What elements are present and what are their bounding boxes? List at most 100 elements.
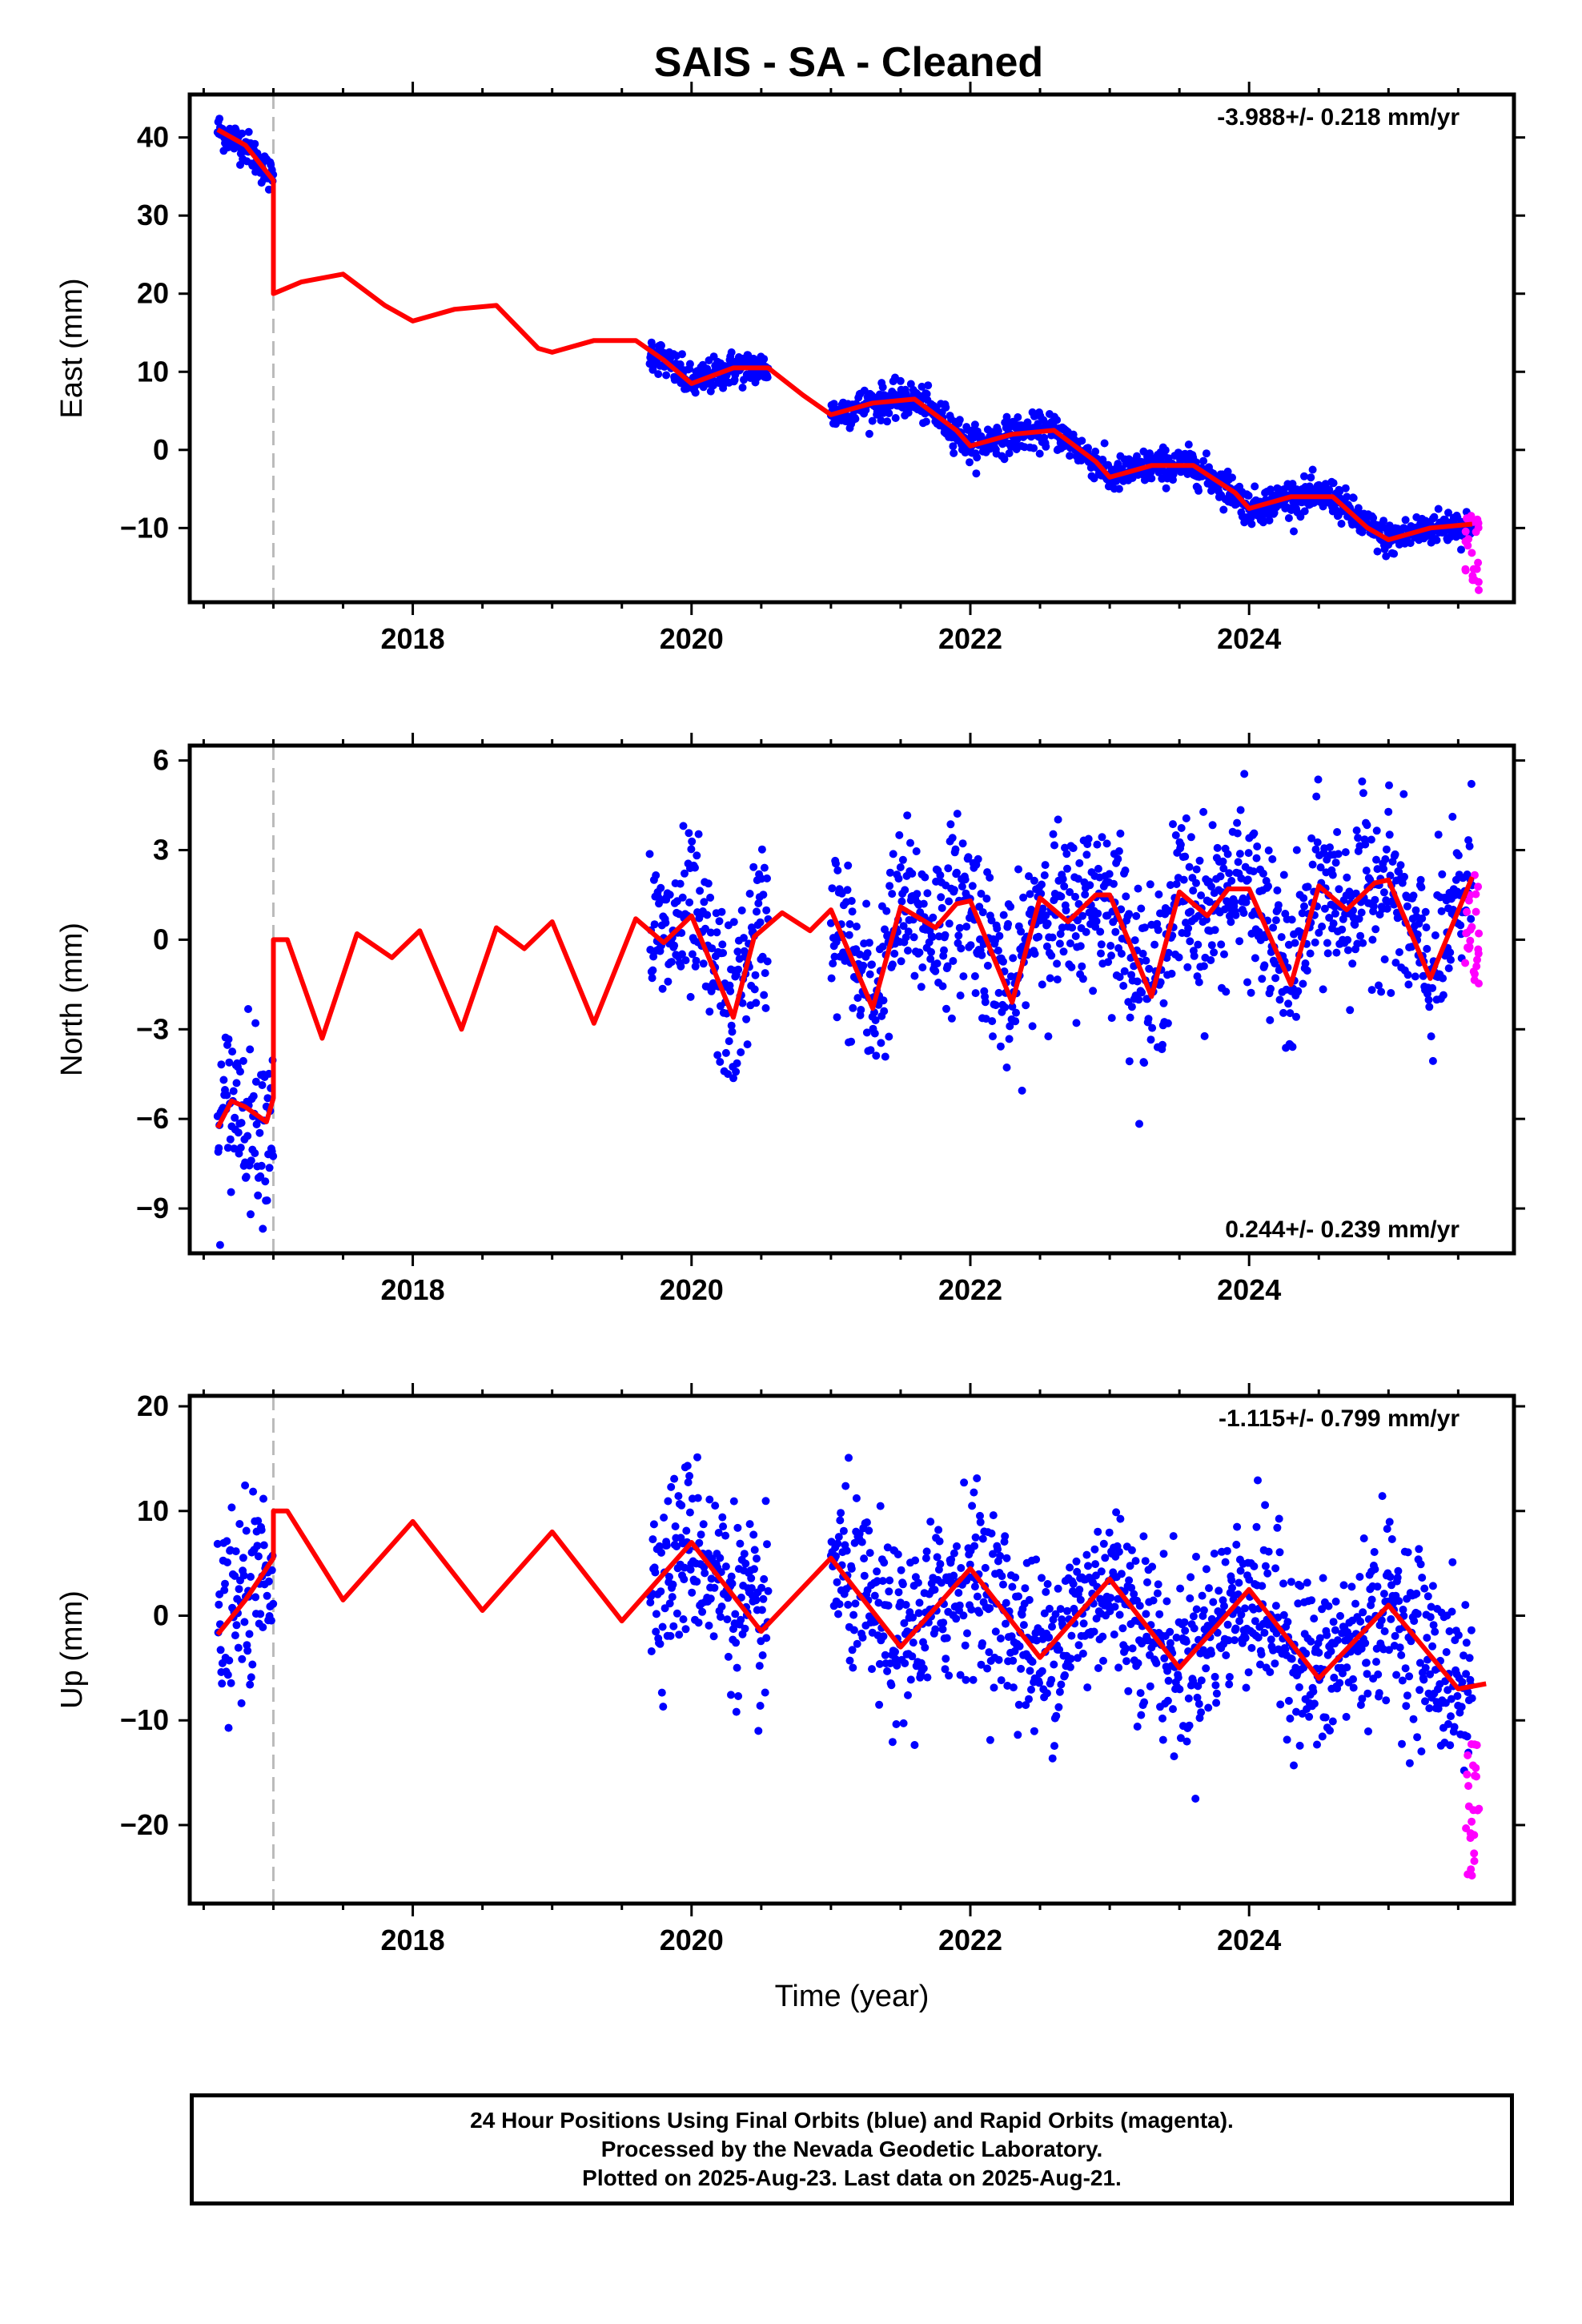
data-point	[1067, 1631, 1076, 1640]
data-point	[1071, 932, 1080, 940]
data-point	[757, 1606, 766, 1614]
data-point	[1094, 909, 1102, 918]
data-point	[717, 1602, 726, 1611]
data-point	[1401, 1664, 1410, 1673]
data-point	[1337, 520, 1346, 528]
data-point	[257, 1526, 266, 1534]
data-point	[1247, 1643, 1256, 1652]
data-point	[762, 1634, 771, 1642]
data-point	[1063, 1606, 1071, 1615]
data-point	[836, 1516, 845, 1525]
data-point	[1166, 881, 1174, 890]
data-point	[1140, 1059, 1149, 1068]
data-point	[685, 1508, 694, 1517]
data-point	[665, 1599, 674, 1608]
data-point	[991, 1001, 1000, 1010]
data-point	[694, 830, 703, 838]
data-point	[997, 1676, 1006, 1685]
data-point	[1279, 1008, 1287, 1017]
data-point	[1428, 1642, 1437, 1651]
data-point	[1022, 1001, 1030, 1010]
data-point	[1169, 1532, 1178, 1541]
data-point	[677, 929, 686, 937]
data-point	[983, 1664, 992, 1673]
data-point	[1127, 1003, 1136, 1011]
data-point	[1383, 1525, 1391, 1534]
data-point	[1066, 1563, 1074, 1572]
data-point	[970, 420, 979, 429]
data-point	[1401, 516, 1410, 525]
data-point	[963, 425, 972, 434]
data-point	[1264, 1547, 1273, 1556]
data-point	[1164, 948, 1173, 957]
data-point	[1025, 872, 1033, 881]
data-point	[1104, 958, 1113, 967]
data-point	[1107, 951, 1115, 960]
data-point	[1008, 1582, 1017, 1591]
data-point	[1309, 1687, 1318, 1696]
data-point	[1403, 971, 1412, 979]
data-point	[1273, 1523, 1282, 1532]
data-point	[1192, 879, 1200, 887]
data-point	[1252, 1522, 1261, 1531]
data-point	[1135, 1120, 1143, 1128]
data-point	[1302, 1649, 1311, 1658]
data-point	[1122, 1644, 1130, 1653]
data-point	[747, 1584, 756, 1593]
data-point	[1377, 1616, 1386, 1625]
data-point	[1292, 846, 1301, 854]
data-point	[1444, 1719, 1452, 1728]
data-point	[939, 1618, 948, 1627]
data-point	[261, 1177, 270, 1186]
data-point	[1038, 880, 1046, 889]
data-point	[994, 1655, 1003, 1664]
data-point	[706, 893, 715, 902]
data-point	[1058, 875, 1067, 883]
data-point	[1160, 1654, 1169, 1663]
data-point	[941, 931, 950, 939]
data-point	[224, 1035, 233, 1043]
data-point	[1319, 1574, 1327, 1582]
data-point	[936, 870, 945, 879]
data-point	[899, 1719, 908, 1727]
data-point	[950, 448, 958, 457]
data-point	[1313, 1740, 1321, 1749]
data-point	[877, 1039, 885, 1047]
data-point	[1361, 1638, 1370, 1647]
data-point	[1099, 1656, 1107, 1665]
data-point	[1364, 1727, 1372, 1735]
rate-label: -3.988+/- 0.218 mm/yr	[1217, 104, 1460, 131]
data-point	[910, 1741, 919, 1749]
data-point	[1009, 1683, 1018, 1692]
data-point	[656, 1587, 665, 1596]
data-point	[658, 984, 667, 993]
data-point	[1025, 1695, 1033, 1703]
data-point	[921, 1643, 930, 1652]
data-point	[1349, 1683, 1358, 1692]
data-point	[1180, 1618, 1189, 1626]
data-point	[1146, 880, 1154, 889]
data-point	[843, 886, 852, 895]
data-point	[1421, 907, 1430, 916]
data-point	[1184, 440, 1193, 449]
data-point	[667, 1482, 676, 1491]
data-point	[269, 1152, 278, 1160]
data-point	[1413, 1610, 1422, 1618]
x-tick-label: 2018	[381, 622, 445, 655]
data-point	[1114, 1547, 1123, 1556]
data-point	[662, 1541, 671, 1550]
data-point	[1447, 1712, 1455, 1721]
data-point	[1125, 910, 1134, 919]
data-point	[945, 919, 954, 928]
data-point	[1244, 491, 1253, 500]
data-point	[1296, 513, 1305, 521]
data-point	[1116, 1514, 1125, 1523]
data-point	[911, 1556, 920, 1565]
data-point	[1057, 1680, 1066, 1689]
data-point	[263, 1094, 272, 1103]
data-point	[871, 1016, 880, 1024]
data-point	[1158, 1735, 1167, 1744]
data-point	[1002, 1619, 1010, 1628]
data-point	[1428, 983, 1437, 992]
data-point	[1092, 917, 1101, 926]
